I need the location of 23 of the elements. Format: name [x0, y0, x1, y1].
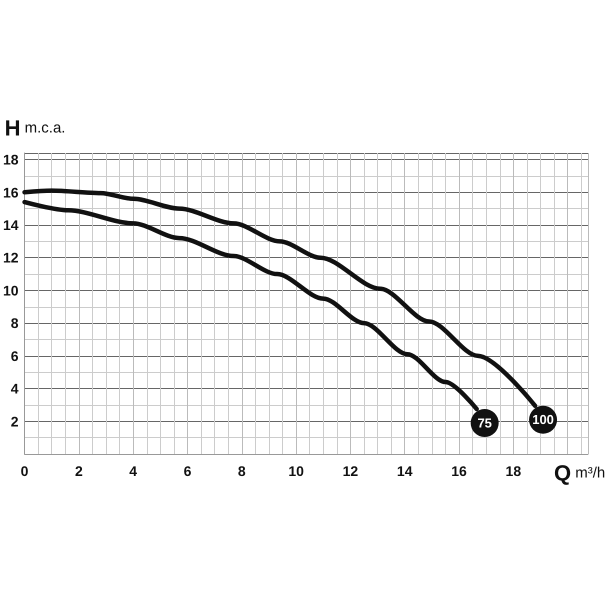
y-tick-label: 4	[10, 380, 19, 397]
y-tick-label: 2	[10, 413, 19, 430]
x-tick-label: 10	[288, 463, 304, 479]
x-tick-label: 8	[238, 463, 246, 479]
y-tick-label: 6	[10, 348, 19, 364]
y-tick-label: 14	[2, 216, 19, 233]
y-tick-label: 12	[2, 250, 19, 266]
x-axis-title: Q m³/h	[554, 460, 606, 486]
series-label: 75	[477, 416, 492, 431]
x-tick-label: 18	[506, 463, 522, 479]
x-tick-label: 6	[184, 463, 192, 479]
x-tick-label: 4	[129, 463, 138, 479]
y-axis-title: H m.c.a.	[4, 116, 66, 140]
y-tick-label: 16	[2, 184, 19, 200]
y-tick-label: 18	[2, 152, 19, 168]
y-tick-label: 10	[2, 282, 19, 298]
x-tick-label: 12	[342, 463, 358, 479]
x-tick-label: 16	[451, 463, 468, 479]
y-tick-label: 8	[10, 315, 19, 332]
series-label: 100	[532, 412, 554, 428]
x-tick-label: 14	[396, 463, 413, 479]
x-tick-label: 0	[20, 463, 29, 479]
x-tick-label: 2	[74, 463, 83, 479]
